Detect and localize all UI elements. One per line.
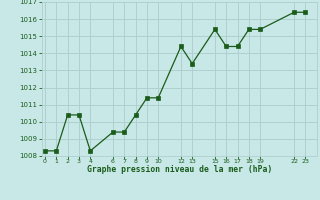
X-axis label: Graphe pression niveau de la mer (hPa): Graphe pression niveau de la mer (hPa) [87, 165, 272, 174]
